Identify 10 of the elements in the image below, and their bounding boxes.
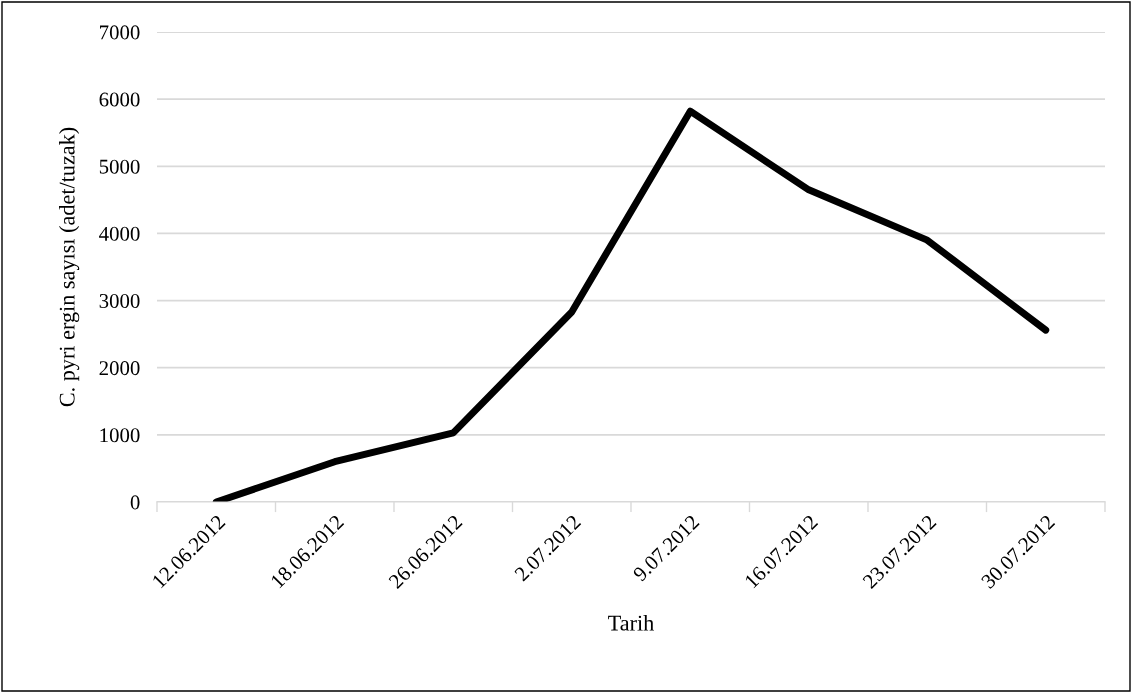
y-tick-label: 6000 bbox=[99, 92, 140, 107]
y-axis-title: C. pyri ergin sayısı (adet/tuzak) bbox=[59, 127, 80, 407]
y-tick-label: 4000 bbox=[99, 226, 140, 241]
y-tick-label: 2000 bbox=[99, 361, 140, 376]
x-axis-title: Tarih bbox=[608, 614, 654, 631]
y-tick-label: 1000 bbox=[100, 428, 140, 443]
y-tick-label: 7000 bbox=[100, 25, 140, 40]
y-tick-label: 5000 bbox=[99, 159, 140, 174]
y-tick-label: 3000 bbox=[99, 293, 140, 308]
y-tick-label: 0 bbox=[130, 495, 140, 510]
